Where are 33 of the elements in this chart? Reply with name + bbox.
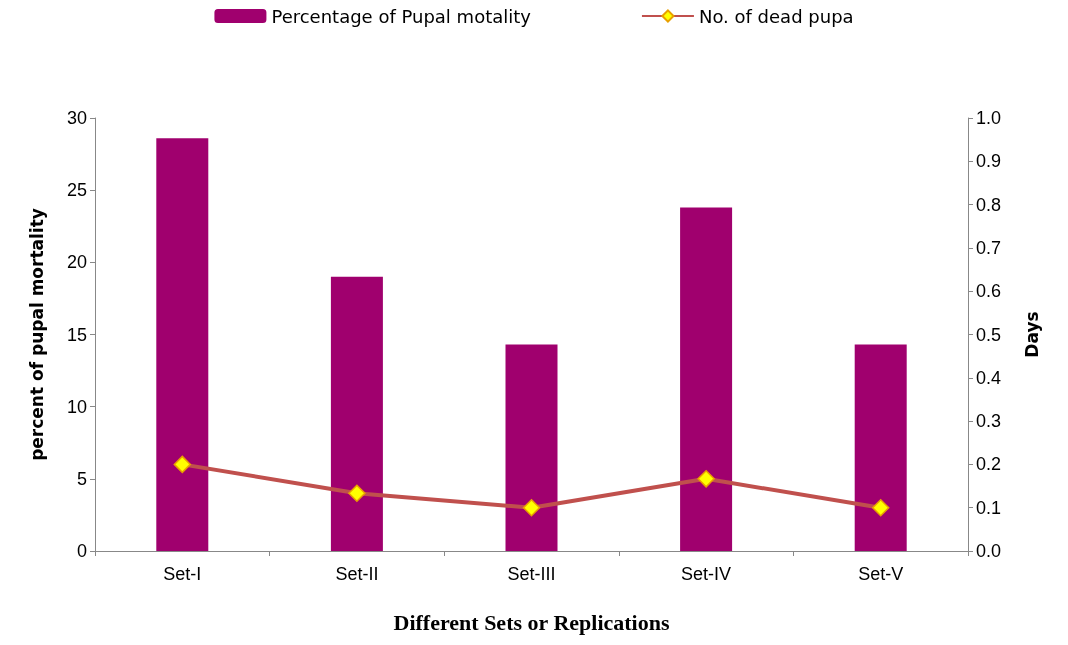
y2-tick-label: 0.5 (976, 324, 1002, 345)
y2-axis-title: Days (1021, 311, 1042, 358)
y-tick-label: 0 (76, 541, 87, 561)
y-tick-label: 20 (66, 252, 87, 273)
legend-label: No. of dead pupa (698, 5, 854, 27)
x-tick-label: Set-II (335, 564, 379, 584)
y-tick-label: 10 (66, 396, 87, 417)
y-tick-label: 25 (66, 180, 87, 201)
y2-tick-label: 0.4 (976, 367, 1002, 388)
legend-label: Percentage of Pupal motality (271, 5, 532, 27)
x-tick-label: Set-I (163, 564, 202, 584)
y2-tick-label: 0.2 (976, 454, 1002, 475)
y-axis-title: percent of pupal mortality (26, 208, 47, 461)
y2-tick-label: 0.0 (976, 541, 1002, 561)
y2-tick-label: 0.8 (976, 194, 1002, 215)
x-axis-title: Different Sets or Replications (393, 609, 670, 635)
y2-tick-label: 0.1 (976, 497, 1002, 518)
bar (156, 138, 209, 551)
bar (505, 344, 558, 551)
bar (680, 207, 733, 551)
y-tick-label: 15 (66, 324, 87, 345)
y-tick-label: 5 (76, 468, 87, 489)
y-tick-label: 30 (66, 108, 87, 128)
bar (854, 344, 907, 551)
x-tick-label: Set-III (507, 564, 556, 584)
y2-tick-label: 1.0 (976, 108, 1002, 128)
y2-tick-label: 0.9 (976, 151, 1002, 172)
bar (330, 276, 383, 551)
x-tick-label: Set-V (858, 564, 904, 584)
y2-tick-label: 0.6 (976, 281, 1002, 302)
y2-tick-label: 0.3 (976, 411, 1002, 432)
x-tick-label: Set-IV (681, 564, 732, 584)
y2-tick-label: 0.7 (976, 237, 1002, 258)
